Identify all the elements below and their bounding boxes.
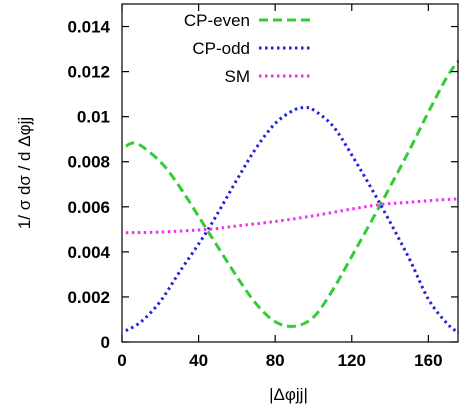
y-tick-label: 0.004 — [67, 243, 110, 262]
x-tick-label: 40 — [189, 351, 208, 370]
series-line-cp-odd — [125, 106, 459, 335]
x-tick-label: 0 — [117, 351, 126, 370]
y-tick-label: 0.006 — [67, 198, 110, 217]
x-tick-label: 120 — [338, 351, 366, 370]
series-line-cp-even — [125, 59, 459, 328]
plot-frame — [121, 3, 459, 343]
legend-label: CP-even — [184, 11, 250, 30]
y-tick-label: 0.008 — [67, 153, 110, 172]
y-axis-label: 1/ σ dσ / d Δφjj — [15, 117, 34, 229]
legend-label: CP-odd — [192, 39, 250, 58]
y-tick-label: 0.014 — [67, 18, 110, 37]
y-tick-label: 0.002 — [67, 288, 110, 307]
x-tick-label: 80 — [266, 351, 285, 370]
series-line-sm — [125, 197, 459, 235]
y-tick-label: 0.01 — [77, 108, 110, 127]
x-tick-label: 160 — [414, 351, 442, 370]
y-tick-label: 0.012 — [67, 63, 110, 82]
y-tick-label: 0 — [101, 333, 110, 352]
x-axis-label: |Δφjj| — [269, 385, 308, 404]
legend-label: SM — [225, 67, 251, 86]
